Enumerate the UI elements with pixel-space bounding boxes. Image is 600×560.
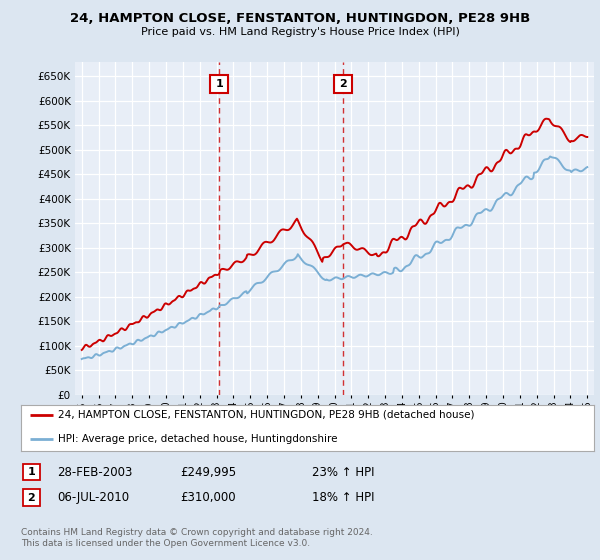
Text: 1: 1 <box>28 467 35 477</box>
Text: 2: 2 <box>28 493 35 503</box>
Text: Contains HM Land Registry data © Crown copyright and database right 2024.
This d: Contains HM Land Registry data © Crown c… <box>21 528 373 548</box>
Text: Price paid vs. HM Land Registry's House Price Index (HPI): Price paid vs. HM Land Registry's House … <box>140 27 460 37</box>
Text: 24, HAMPTON CLOSE, FENSTANTON, HUNTINGDON, PE28 9HB (detached house): 24, HAMPTON CLOSE, FENSTANTON, HUNTINGDO… <box>58 410 475 420</box>
Text: 06-JUL-2010: 06-JUL-2010 <box>57 491 129 505</box>
Text: 1: 1 <box>215 78 223 88</box>
Text: 24, HAMPTON CLOSE, FENSTANTON, HUNTINGDON, PE28 9HB: 24, HAMPTON CLOSE, FENSTANTON, HUNTINGDO… <box>70 12 530 25</box>
Text: £310,000: £310,000 <box>180 491 236 505</box>
Text: 28-FEB-2003: 28-FEB-2003 <box>57 465 133 479</box>
Text: 2: 2 <box>339 78 347 88</box>
Text: £249,995: £249,995 <box>180 465 236 479</box>
Text: HPI: Average price, detached house, Huntingdonshire: HPI: Average price, detached house, Hunt… <box>58 435 338 444</box>
Text: 23% ↑ HPI: 23% ↑ HPI <box>312 465 374 479</box>
Text: 18% ↑ HPI: 18% ↑ HPI <box>312 491 374 505</box>
